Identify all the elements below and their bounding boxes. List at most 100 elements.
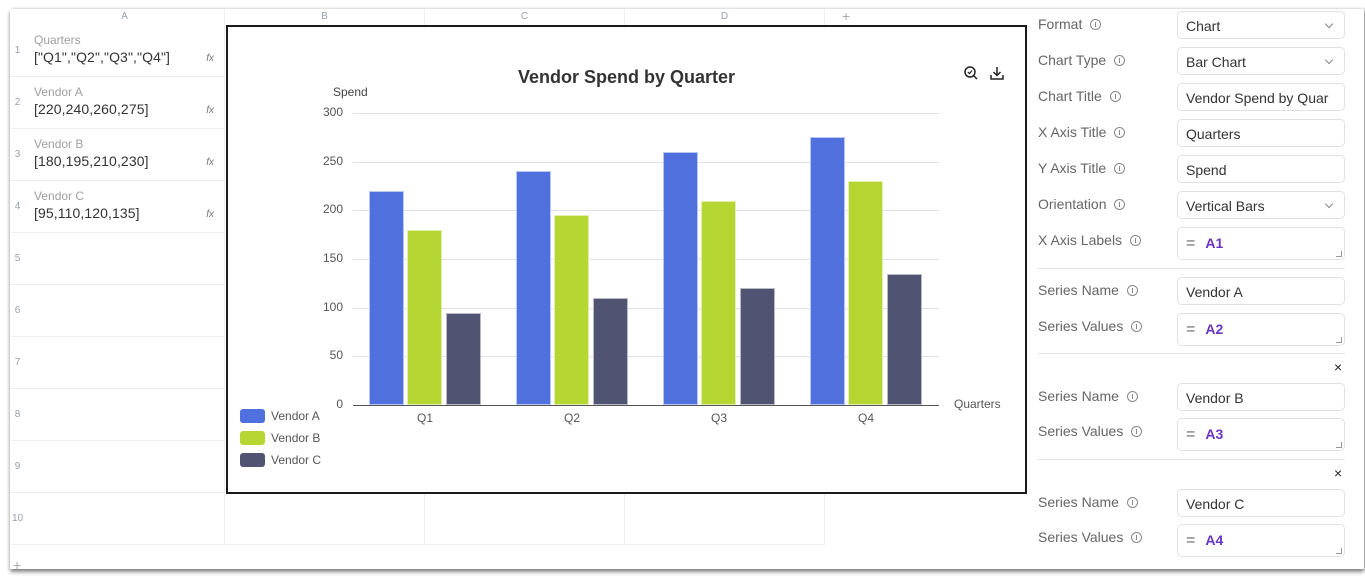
- cell-a8[interactable]: [25, 389, 225, 441]
- column-header-d[interactable]: D: [625, 9, 825, 25]
- row-number[interactable]: 1: [10, 25, 25, 77]
- info-icon[interactable]: [1131, 320, 1143, 332]
- cell-a1[interactable]: Quarters ["Q1","Q2","Q3","Q4"] fx: [25, 25, 225, 77]
- cell-a5[interactable]: [25, 233, 225, 285]
- series-values-formula-input[interactable]: = A3: [1177, 418, 1345, 451]
- series-c-name-row: Series Name Vendor C: [1038, 489, 1346, 519]
- x-axis-title-input[interactable]: Quarters: [1177, 119, 1345, 147]
- y-axis-title-input[interactable]: Spend: [1177, 155, 1345, 183]
- bar-vendor-c-q2[interactable]: [593, 298, 628, 405]
- row-number[interactable]: 6: [10, 285, 25, 337]
- cell-a2[interactable]: Vendor A [220,240,260,275] fx: [25, 77, 225, 129]
- chart-container[interactable]: Vendor Spend by Quarter Spend Quarters: [226, 25, 1027, 494]
- series-name-input[interactable]: Vendor B: [1177, 383, 1345, 411]
- remove-series-b-button[interactable]: ×: [1334, 359, 1343, 375]
- info-icon[interactable]: [1114, 198, 1126, 210]
- bar-vendor-b-q1[interactable]: [407, 230, 442, 405]
- info-icon[interactable]: [1090, 18, 1102, 30]
- zoom-icon[interactable]: [963, 65, 979, 81]
- info-icon[interactable]: [1114, 54, 1126, 66]
- info-icon[interactable]: [1114, 162, 1126, 174]
- y-axis-title: Spend: [333, 85, 368, 99]
- cell-a9[interactable]: [25, 441, 225, 493]
- info-icon[interactable]: [1126, 496, 1138, 508]
- bar-vendor-a-q4[interactable]: [810, 137, 845, 405]
- info-icon[interactable]: [1131, 531, 1143, 543]
- cell-a7[interactable]: [25, 337, 225, 389]
- series-b-values-row: Series Values = A3: [1038, 418, 1346, 452]
- bar-vendor-b-q2[interactable]: [554, 215, 589, 405]
- resize-handle[interactable]: [1336, 337, 1342, 343]
- formula-icon[interactable]: fx: [206, 157, 214, 168]
- series-name-input[interactable]: Vendor A: [1177, 277, 1345, 305]
- chart-settings-panel: Format Chart Chart Type Bar Chart Chart …: [1038, 9, 1364, 569]
- row-number[interactable]: 2: [10, 77, 25, 129]
- formula-icon[interactable]: fx: [206, 105, 214, 116]
- row-number[interactable]: 5: [10, 233, 25, 285]
- bar-vendor-a-q1[interactable]: [369, 191, 404, 405]
- legend-item-vendor-a[interactable]: Vendor A: [240, 405, 321, 427]
- gridline: [353, 356, 939, 358]
- y-tick: 0: [336, 397, 343, 411]
- info-icon[interactable]: [1126, 390, 1138, 402]
- remove-series-c-button[interactable]: ×: [1334, 465, 1343, 481]
- x-axis-labels-formula-input[interactable]: = A1: [1177, 227, 1345, 260]
- formula-icon[interactable]: fx: [206, 209, 214, 220]
- info-icon[interactable]: [1131, 425, 1143, 437]
- chart-title-row: Chart Title Vendor Spend by Quar: [1038, 83, 1346, 113]
- legend-item-vendor-b[interactable]: Vendor B: [240, 427, 321, 449]
- series-c-values-row: Series Values = A4: [1038, 524, 1346, 558]
- add-column-button[interactable]: +: [842, 9, 851, 24]
- info-icon[interactable]: [1126, 284, 1138, 296]
- legend-label: Vendor B: [271, 431, 321, 445]
- info-icon[interactable]: [1130, 234, 1142, 246]
- bar-vendor-a-q3[interactable]: [663, 152, 698, 405]
- bar-vendor-b-q3[interactable]: [701, 201, 736, 405]
- bar-vendor-a-q2[interactable]: [516, 171, 551, 405]
- series-values-formula-input[interactable]: = A2: [1177, 313, 1345, 346]
- download-icon[interactable]: [989, 65, 1005, 81]
- bar-vendor-b-q4[interactable]: [848, 181, 883, 405]
- y-axis-title-row: Y Axis Title Spend: [1038, 155, 1346, 185]
- column-header-a[interactable]: A: [25, 9, 225, 25]
- row-number[interactable]: 3: [10, 129, 25, 181]
- chart-title-input[interactable]: Vendor Spend by Quar: [1177, 83, 1345, 111]
- cell-a6[interactable]: [25, 285, 225, 337]
- format-select[interactable]: Chart: [1177, 11, 1345, 39]
- row-number[interactable]: 7: [10, 337, 25, 389]
- bar-vendor-c-q3[interactable]: [740, 288, 775, 405]
- row-number[interactable]: 10: [10, 493, 25, 545]
- bar-vendor-c-q1[interactable]: [446, 313, 481, 405]
- orientation-select[interactable]: Vertical Bars: [1177, 191, 1345, 219]
- format-label: Format: [1038, 16, 1102, 32]
- x-tick: Q3: [710, 411, 727, 425]
- row-number[interactable]: 4: [10, 181, 25, 233]
- x-axis-title-row: X Axis Title Quarters: [1038, 119, 1346, 149]
- cell-a10[interactable]: [25, 493, 225, 545]
- column-header-c[interactable]: C: [425, 9, 625, 25]
- chart-type-select[interactable]: Bar Chart: [1177, 47, 1345, 75]
- row-number[interactable]: 9: [10, 441, 25, 493]
- bar-vendor-c-q4[interactable]: [887, 274, 922, 405]
- info-icon[interactable]: [1114, 126, 1126, 138]
- resize-handle[interactable]: [1336, 442, 1342, 448]
- resize-handle[interactable]: [1336, 548, 1342, 554]
- row-number[interactable]: 8: [10, 389, 25, 441]
- info-icon[interactable]: [1109, 90, 1121, 102]
- cell-d10[interactable]: [625, 493, 825, 545]
- chart-toolbar: [963, 65, 1005, 81]
- series-values-formula-input[interactable]: = A4: [1177, 524, 1345, 557]
- series-name-input[interactable]: Vendor C: [1177, 489, 1345, 517]
- plot-area: 300 250 200 150 100 50 0: [323, 105, 939, 425]
- cell-c10[interactable]: [425, 493, 625, 545]
- legend-item-vendor-c[interactable]: Vendor C: [240, 449, 321, 471]
- column-header-b[interactable]: B: [225, 9, 425, 25]
- x-tick: Q4: [857, 411, 874, 425]
- cell-a4[interactable]: Vendor C [95,110,120,135] fx: [25, 181, 225, 233]
- formula-icon[interactable]: fx: [206, 53, 214, 64]
- add-row-button[interactable]: +: [13, 557, 22, 569]
- cell-label: Quarters: [34, 33, 81, 47]
- resize-handle[interactable]: [1336, 251, 1342, 257]
- cell-a3[interactable]: Vendor B [180,195,210,230] fx: [25, 129, 225, 181]
- cell-b10[interactable]: [225, 493, 425, 545]
